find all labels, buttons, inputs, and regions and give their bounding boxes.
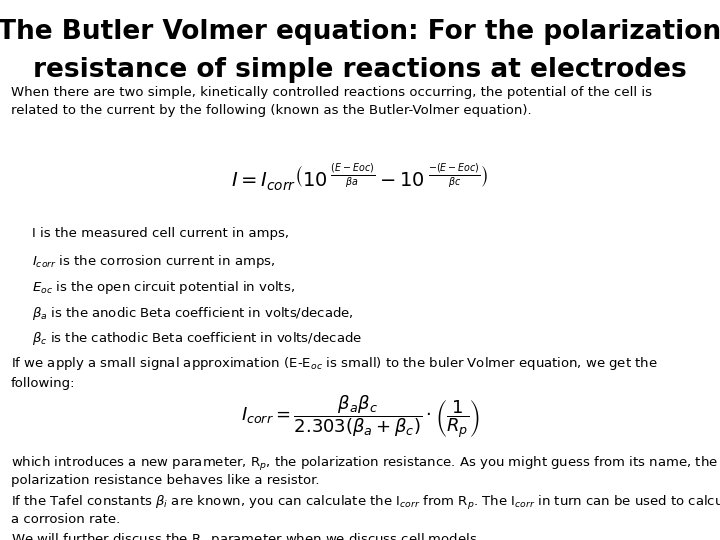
Text: which introduces a new parameter, R$_p$, the polarization resistance. As you mig: which introduces a new parameter, R$_p$,… <box>11 455 718 472</box>
Text: resistance of simple reactions at electrodes: resistance of simple reactions at electr… <box>33 57 687 83</box>
Text: $\beta_c$ is the cathodic Beta coefficient in volts/decade: $\beta_c$ is the cathodic Beta coefficie… <box>32 330 363 347</box>
Text: $I = I_{corr}\left(10^{\;\frac{\left(E-Eoc\right)}{\beta a}} - 10^{\;\frac{-\lef: $I = I_{corr}\left(10^{\;\frac{\left(E-E… <box>231 162 489 193</box>
Text: If we apply a small signal approximation (E-E$_{oc}$ is small) to the buler Volm: If we apply a small signal approximation… <box>11 355 657 390</box>
Text: If the Tafel constants $\beta_i$ are known, you can calculate the I$_{corr}$ fro: If the Tafel constants $\beta_i$ are kno… <box>11 494 720 511</box>
Text: When there are two simple, kinetically controlled reactions occurring, the poten: When there are two simple, kinetically c… <box>11 86 652 117</box>
Text: $E_{oc}$ is the open circuit potential in volts,: $E_{oc}$ is the open circuit potential i… <box>32 279 295 295</box>
Text: polarization resistance behaves like a resistor.: polarization resistance behaves like a r… <box>11 474 319 487</box>
Text: The Butler Volmer equation: For the polarization: The Butler Volmer equation: For the pola… <box>0 19 720 45</box>
Text: a corrosion rate.: a corrosion rate. <box>11 513 120 526</box>
Text: $\beta_a$ is the anodic Beta coefficient in volts/decade,: $\beta_a$ is the anodic Beta coefficient… <box>32 305 354 321</box>
Text: I is the measured cell current in amps,: I is the measured cell current in amps, <box>32 227 289 240</box>
Text: $I_{corr}$ is the corrosion current in amps,: $I_{corr}$ is the corrosion current in a… <box>32 253 276 269</box>
Text: We will further discuss the R$_p$ parameter when we discuss cell models.: We will further discuss the R$_p$ parame… <box>11 532 481 540</box>
Text: $I_{corr} = \dfrac{\beta_a \beta_c}{2.303(\beta_a + \beta_c)}\cdot\left(\dfrac{1: $I_{corr} = \dfrac{\beta_a \beta_c}{2.30… <box>240 393 480 440</box>
